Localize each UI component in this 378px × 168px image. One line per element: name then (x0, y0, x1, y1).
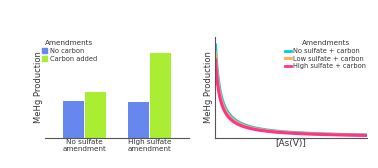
Y-axis label: MeHg Production: MeHg Production (204, 51, 213, 123)
Y-axis label: MeHg Production: MeHg Production (34, 51, 43, 123)
Legend: No sulfate + carbon, Low sulfate + carbon, High sulfate + carbon: No sulfate + carbon, Low sulfate + carbo… (285, 40, 366, 69)
Bar (128, 102, 149, 138)
Legend: No carbon, Carbon added: No carbon, Carbon added (42, 40, 97, 62)
Bar (85, 92, 106, 138)
X-axis label: [As(V)]: [As(V)] (276, 139, 307, 148)
Bar (150, 53, 171, 138)
Bar (63, 101, 84, 138)
